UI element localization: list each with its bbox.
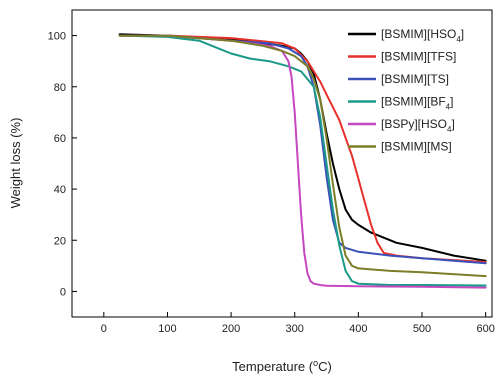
series-line-5 [118, 34, 487, 289]
legend-label-base: [BSMIM][TS] [381, 72, 449, 86]
x-tick-label: 400 [349, 323, 367, 335]
legend-label-base: [BSMIM][TFS] [381, 50, 456, 64]
x-axis-title-sup: o [313, 358, 318, 368]
legend-label-tail: ] [451, 117, 454, 131]
ticks-layer: 0 100 200 300 400 500 600 0 20 40 60 80 100 [48, 31, 495, 335]
series-line-6 [118, 34, 487, 278]
legend: [BSMIM][HSO4][BSMIM][TFS][BSMIM][TS][BSM… [348, 27, 464, 154]
legend-label: [BSMIM][TFS] [381, 50, 456, 64]
legend-label: [BSMIM][TS] [381, 72, 449, 86]
legend-label-base: [BSMIM][HSO [381, 27, 456, 41]
legend-label-sub: 4 [446, 103, 451, 112]
x-tick-label: 600 [476, 323, 494, 335]
legend-label-tail: ] [461, 27, 464, 41]
x-tick-label: 500 [413, 323, 431, 335]
legend-label-sub: 4 [456, 35, 461, 44]
y-tick-label: 80 [54, 82, 66, 94]
legend-label-sub: 4 [447, 125, 452, 134]
x-axis-title-suffix: C) [318, 359, 332, 374]
x-tick-label: 100 [158, 323, 176, 335]
x-axis-title: Temperature (oC) [232, 358, 332, 374]
legend-label: [BSMIM][BF4] [381, 95, 453, 112]
legend-label: [BSMIM][MS] [381, 140, 452, 154]
x-tick-label: 200 [222, 323, 240, 335]
x-tick-label: 0 [101, 323, 107, 335]
legend-label: [BSPy][HSO4] [381, 117, 455, 134]
series-line-4 [118, 34, 487, 287]
legend-label-base: [BSMIM][BF [381, 95, 446, 109]
x-axis-title-prefix: Temperature ( [232, 359, 314, 374]
y-tick-label: 20 [54, 235, 66, 247]
series-line-2 [118, 34, 487, 263]
legend-label: [BSMIM][HSO4] [381, 27, 464, 44]
series-line-3 [118, 34, 487, 265]
y-axis-title: Weight loss (%) [8, 118, 23, 209]
y-tick-label: 40 [54, 184, 66, 196]
x-tick-label: 300 [286, 323, 304, 335]
legend-label-base: [BSMIM][MS] [381, 140, 452, 154]
series-layer [118, 33, 487, 289]
plot-frame [71, 9, 493, 318]
legend-label-base: [BSPy][HSO [381, 117, 447, 131]
y-tick-label: 0 [60, 286, 66, 298]
y-tick-label: 100 [48, 31, 66, 43]
y-tick-label: 60 [54, 133, 66, 145]
legend-label-tail: ] [450, 95, 453, 109]
